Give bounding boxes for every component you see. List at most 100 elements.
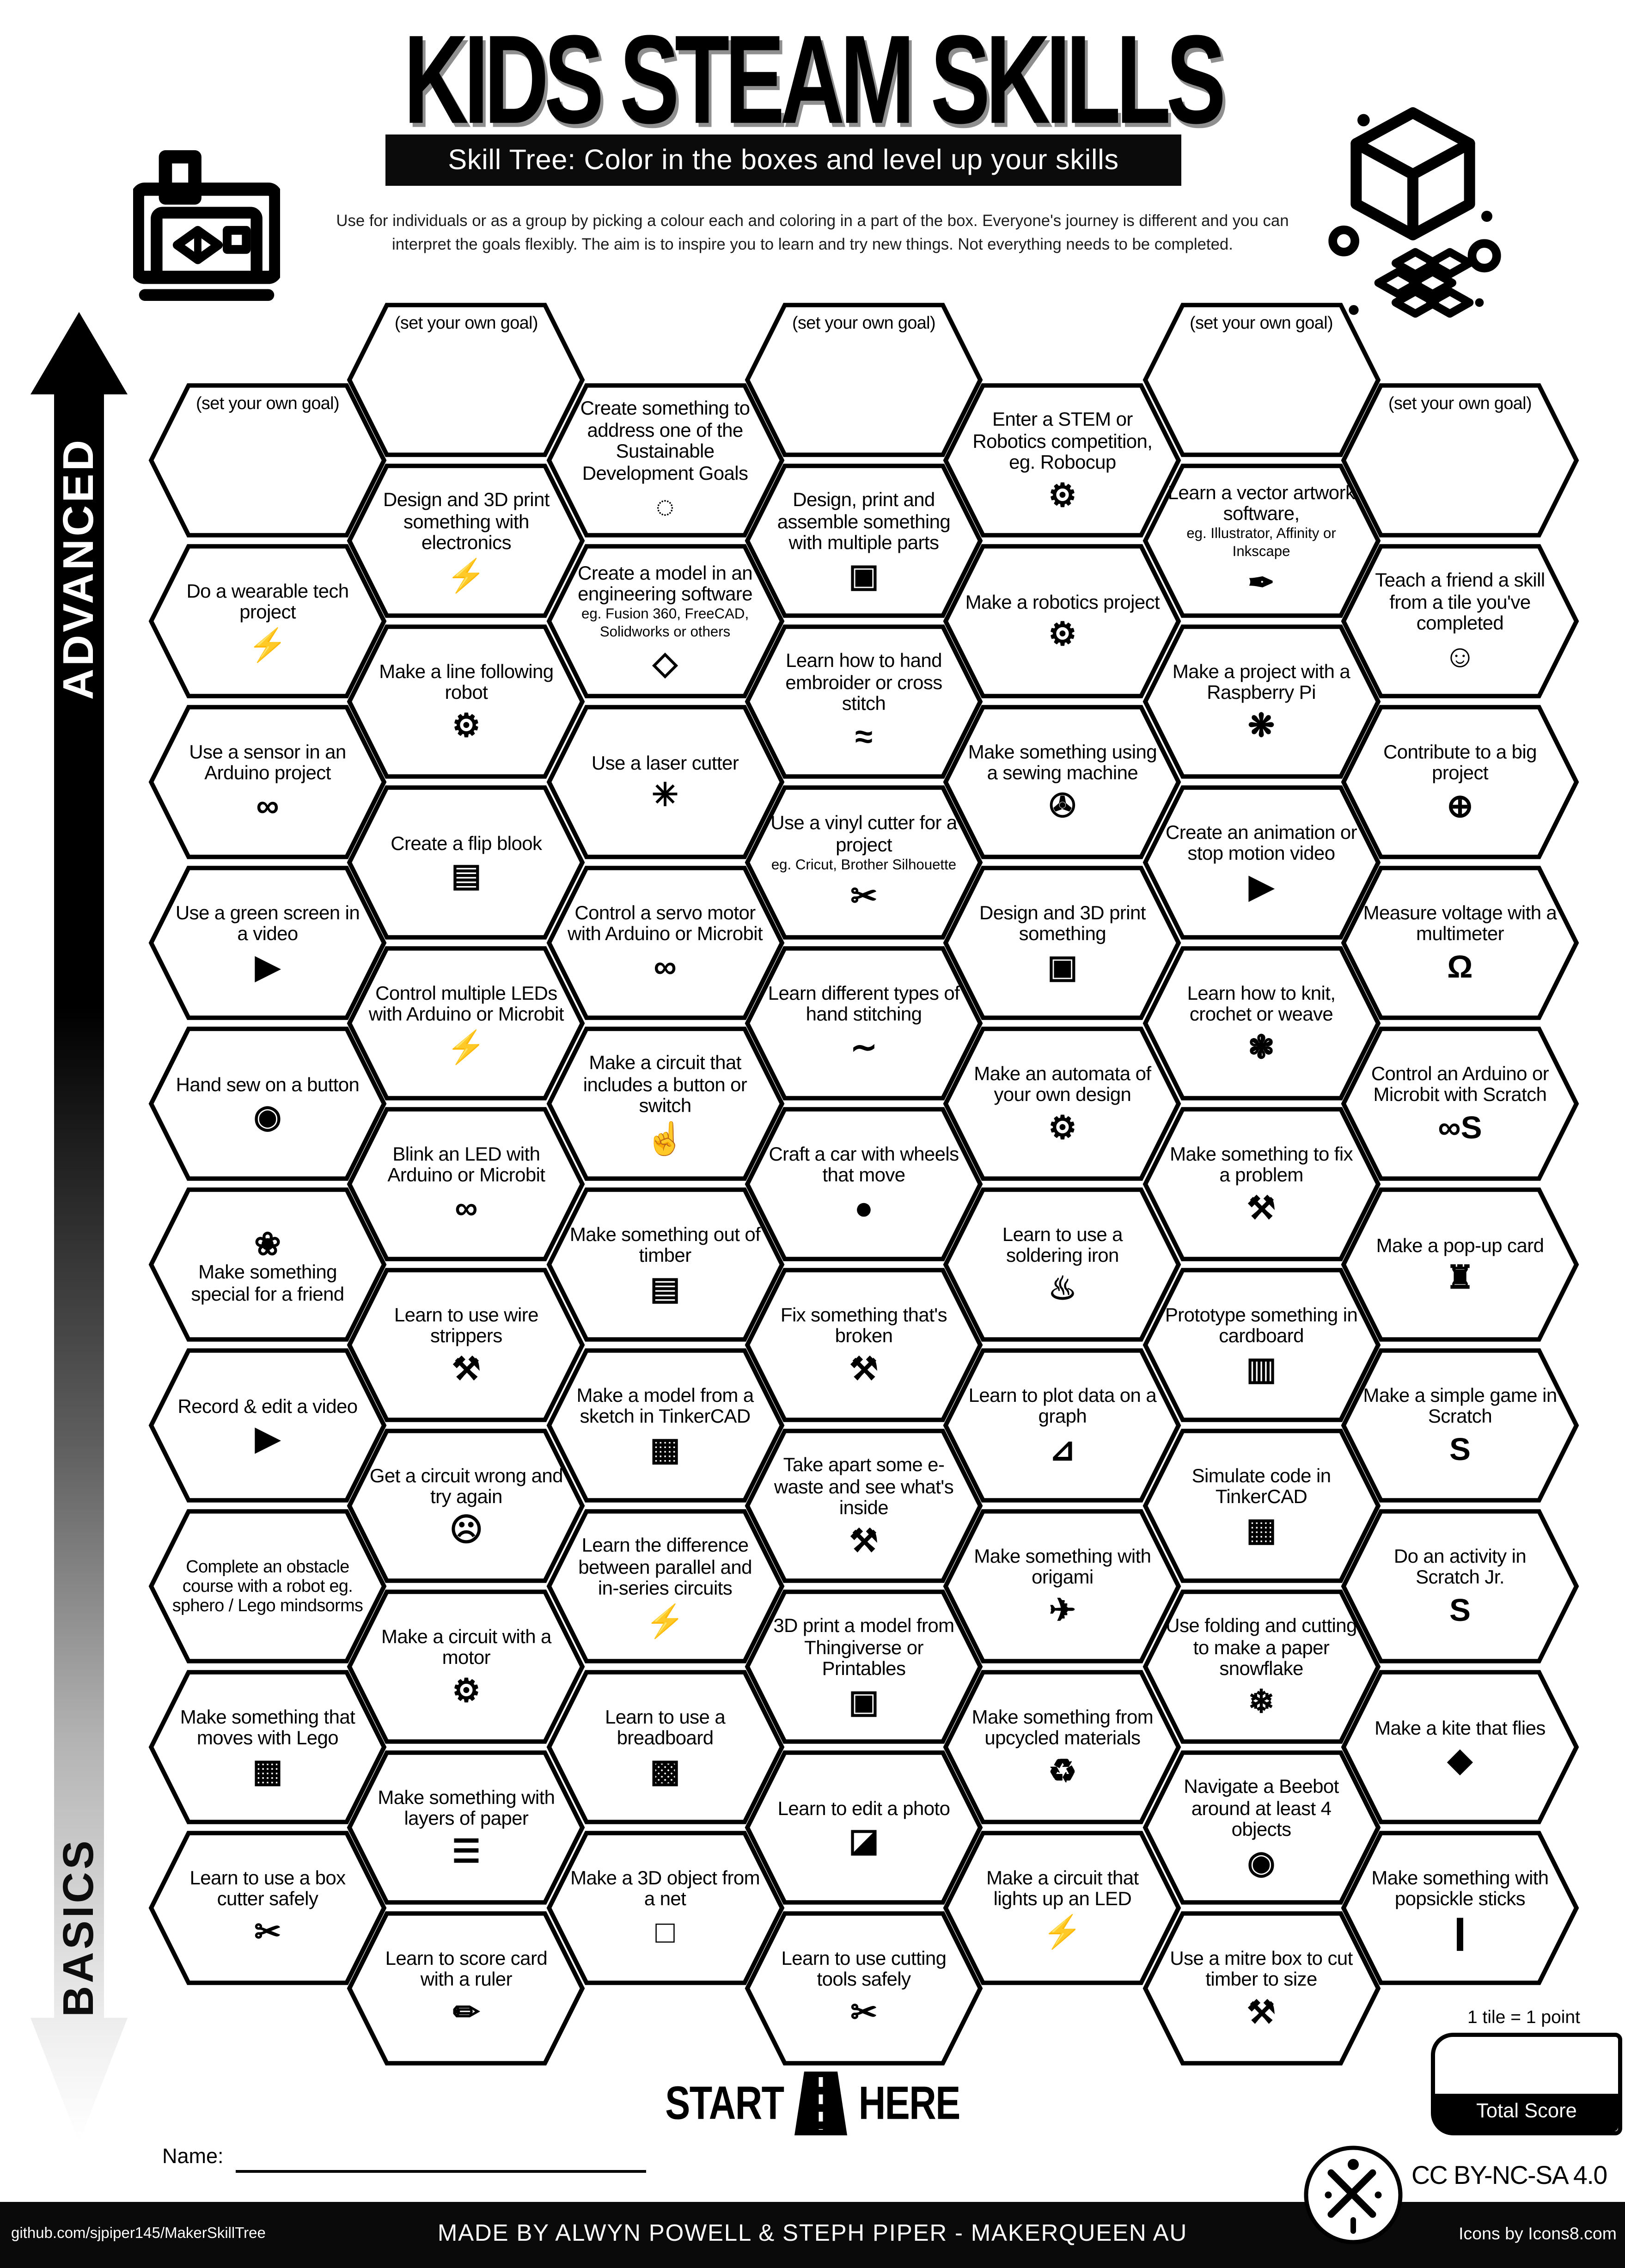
skill-tile[interactable]: Use a green screen in a video ▶ — [148, 865, 387, 1021]
stitching-icon: ∼ — [850, 1029, 877, 1065]
skill-tile[interactable]: Learn to use cutting tools safely ✂ — [745, 1911, 983, 2066]
skill-tile[interactable]: Make a simple game in Scratch S — [1341, 1348, 1579, 1503]
skill-tile[interactable]: Make a circuit with a motor ⚙ — [347, 1589, 586, 1744]
tile-content: Learn to use a soldering iron ♨ — [964, 1190, 1161, 1339]
skill-tile[interactable]: Make a line following robot ⚙ — [347, 624, 586, 779]
skill-tile[interactable]: Learn to use a box cutter safely ✂ — [148, 1830, 387, 1986]
skill-tile[interactable]: Make something from upcycled materials ♻ — [943, 1669, 1182, 1825]
skill-tile[interactable]: Make something to fix a problem ⚒ — [1142, 1106, 1381, 1262]
skill-tile[interactable]: Prototype something in cardboard ▥ — [1142, 1267, 1381, 1423]
skill-tile[interactable]: Do a wearable tech project ⚡ — [148, 544, 387, 699]
tile-label: Create a model in an engineering softwar… — [578, 561, 753, 605]
skill-tile[interactable]: Make something that moves with Lego ▦ — [148, 1669, 387, 1825]
globe-icon: ⊕ — [1447, 788, 1473, 824]
skill-tile[interactable]: Teach a friend a skill from a tile you'v… — [1341, 544, 1579, 699]
skill-tile[interactable]: Fix something that's broken ⚒ — [745, 1267, 983, 1423]
skill-tile[interactable]: Design and 3D print something with elect… — [347, 463, 586, 618]
goal-tile[interactable]: (set your own goal) — [347, 302, 586, 458]
skill-tile[interactable]: Learn to plot data on a graph ⊿ — [943, 1348, 1182, 1503]
skill-tile[interactable]: Learn a vector artwork software, eg. Illu… — [1142, 463, 1381, 618]
skill-tile[interactable]: Make something with origami ✈ — [943, 1509, 1182, 1664]
hexagon-outline — [148, 1027, 387, 1181]
skill-tile[interactable]: Create an animation or stop motion video… — [1142, 785, 1381, 940]
goal-tile[interactable]: (set your own goal) — [1341, 383, 1579, 538]
tile-label: Create a flip blook — [391, 831, 542, 854]
hexagon-outline — [943, 1509, 1182, 1663]
skill-tile[interactable]: Learn to use a soldering iron ♨ — [943, 1187, 1182, 1342]
skill-tile[interactable]: 3D print a model from Thingiverse or Pri… — [745, 1589, 983, 1744]
hexagon-outline — [745, 785, 983, 940]
skill-tile[interactable]: Use folding and cutting to make a paper … — [1142, 1589, 1381, 1744]
tile-label: (set your own goal) — [394, 313, 538, 333]
skill-tile[interactable]: Simulate code in TinkerCAD ▦ — [1142, 1428, 1381, 1583]
skill-tile[interactable]: Record & edit a video ▶ — [148, 1348, 387, 1503]
skill-tile[interactable]: Use a laser cutter ✳ — [546, 704, 784, 860]
footer-icons8-credit[interactable]: Icons by Icons8.com — [1459, 2224, 1617, 2244]
skill-tile[interactable]: Create a model in an engineering softwar… — [546, 544, 784, 699]
skill-tile[interactable]: Design, print and assemble something wit… — [745, 463, 983, 618]
hexagon-outline — [148, 544, 387, 698]
skill-tile[interactable]: Learn to use a breadboard ▩ — [546, 1669, 784, 1825]
skill-tile[interactable]: Learn the difference between parallel an… — [546, 1509, 784, 1664]
hexagon-outline — [347, 303, 586, 457]
skill-tile[interactable]: Make an automata of your own design ⚙ — [943, 1026, 1182, 1181]
goal-tile[interactable]: (set your own goal) — [745, 302, 983, 458]
skill-tile[interactable]: Hand sew on a button ◉ — [148, 1026, 387, 1181]
skill-tile[interactable]: Make a kite that flies ◆ — [1341, 1669, 1579, 1825]
skill-tile[interactable]: Blink an LED with Arduino or Microbit ∞ — [347, 1106, 586, 1262]
tile-label: Make a project with a Raspberry Pi — [1172, 659, 1350, 704]
hexagon-outline — [1142, 785, 1381, 940]
goal-tile[interactable]: (set your own goal) — [148, 383, 387, 538]
skill-tile[interactable]: Get a circuit wrong and try again ☹ — [347, 1428, 586, 1583]
skill-tile[interactable]: Take apart some e-waste and see what's i… — [745, 1428, 983, 1583]
skill-tile[interactable]: Make something with layers of paper ☰ — [347, 1750, 586, 1905]
skill-tile[interactable]: Make something with popsickle sticks ❙ — [1341, 1830, 1579, 1986]
arduino-icon: ∞ — [654, 948, 677, 985]
skill-tile[interactable]: Use a sensor in an Arduino project ∞ — [148, 704, 387, 860]
multimeter-icon: Ω — [1447, 948, 1473, 985]
skill-tile[interactable]: Make a pop-up card ♜ — [1341, 1187, 1579, 1342]
skill-tile[interactable]: Create a flip blook ▤ — [347, 785, 586, 940]
skill-tile[interactable]: Make a model from a sketch in TinkerCAD ▦ — [546, 1348, 784, 1503]
skill-tile[interactable]: Learn how to hand embroider or cross sti… — [745, 624, 983, 779]
skill-tile[interactable]: Learn to use wire strippers ⚒ — [347, 1267, 586, 1423]
tools-icon: ⚒ — [1247, 1190, 1276, 1226]
skill-tile[interactable]: Create something to address one of the S… — [546, 383, 784, 538]
skill-tile[interactable]: Control multiple LEDs with Arduino or Mi… — [347, 946, 586, 1101]
goal-tile[interactable]: (set your own goal) — [1142, 302, 1381, 458]
skill-tile[interactable]: Measure voltage with a multimeter Ω — [1341, 865, 1579, 1021]
name-input-line[interactable] — [236, 2170, 646, 2173]
skill-tile[interactable]: Enter a STEM or Robotics competition, eg… — [943, 383, 1182, 538]
skill-tile[interactable]: Make a 3D object from a net □ — [546, 1830, 784, 1986]
skill-tile[interactable]: Design and 3D print something ▣ — [943, 865, 1182, 1021]
skill-tile[interactable]: Learn different types of hand stitching ∼ — [745, 946, 983, 1101]
skill-tile[interactable]: Learn how to knit, crochet or weave ❃ — [1142, 946, 1381, 1101]
skill-tile[interactable]: Complete an obstacle course with a robot… — [148, 1509, 387, 1664]
tile-label: Make something from upcycled materials — [971, 1705, 1154, 1749]
skill-tile[interactable]: Do an activity in Scratch Jr. S — [1341, 1509, 1579, 1664]
skill-tile[interactable]: Control a servo motor with Arduino or Mi… — [546, 865, 784, 1021]
skill-tile[interactable]: Make a robotics project ⚙ — [943, 544, 1182, 699]
skill-tile[interactable]: Make something using a sewing machine ✇ — [943, 704, 1182, 860]
skill-tile[interactable]: Learn to edit a photo ◪ — [745, 1750, 983, 1905]
tile-content: Control a servo motor with Arduino or Mi… — [567, 868, 764, 1018]
footer-github-link[interactable]: github.com/sjpiper145/MakerSkillTree — [11, 2225, 266, 2242]
skill-tile[interactable]: Make a circuit that lights up an LED ⚡ — [943, 1830, 1182, 1986]
skill-tile[interactable]: Contribute to a big project ⊕ — [1341, 704, 1579, 860]
skill-tile[interactable]: Use a mitre box to cut timber to size ⚒ — [1142, 1911, 1381, 2066]
skill-tile[interactable]: Craft a car with wheels that move ● — [745, 1106, 983, 1262]
tile-label: Contribute to a big project — [1383, 740, 1537, 784]
skill-tile[interactable]: Make something out of timber ▤ — [546, 1187, 784, 1342]
hexagon-outline — [347, 464, 586, 618]
skill-tile[interactable]: Control an Arduino or Microbit with Scra… — [1341, 1026, 1579, 1181]
skill-tile[interactable]: Use a vinyl cutter for a project eg. Cric… — [745, 785, 983, 940]
total-score-box[interactable]: Total Score — [1431, 2033, 1622, 2135]
tile-label: Learn to use a box cutter safely — [189, 1865, 346, 1910]
skill-tile[interactable]: ❀ Make something special for a friend — [148, 1187, 387, 1342]
skill-tile[interactable]: Navigate a Beebot around at least 4 obje… — [1142, 1750, 1381, 1905]
tile-content: Control multiple LEDs with Arduino or Mi… — [368, 948, 565, 1098]
skill-tile[interactable]: Learn to score card with a ruler ✏ — [347, 1911, 586, 2066]
skill-tile[interactable]: Make a circuit that includes a button or… — [546, 1026, 784, 1181]
skill-tile[interactable]: Make a project with a Raspberry Pi ❋ — [1142, 624, 1381, 779]
tile-content: Learn a vector artwork software, eg. Illu… — [1163, 466, 1360, 616]
